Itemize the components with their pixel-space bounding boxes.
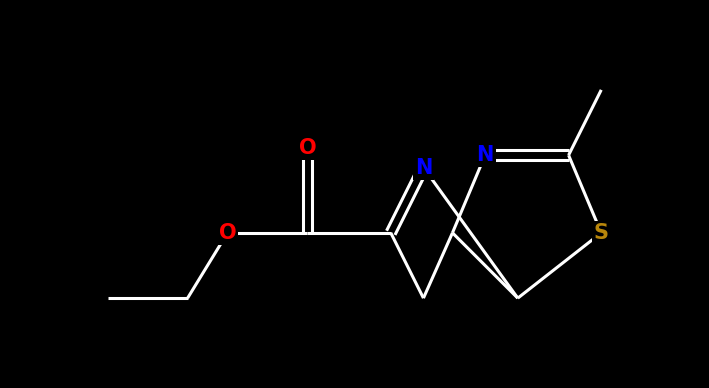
- Text: N: N: [476, 145, 493, 165]
- Text: O: O: [218, 223, 236, 243]
- Text: O: O: [298, 138, 316, 158]
- Text: S: S: [593, 223, 609, 243]
- Text: N: N: [415, 158, 432, 178]
